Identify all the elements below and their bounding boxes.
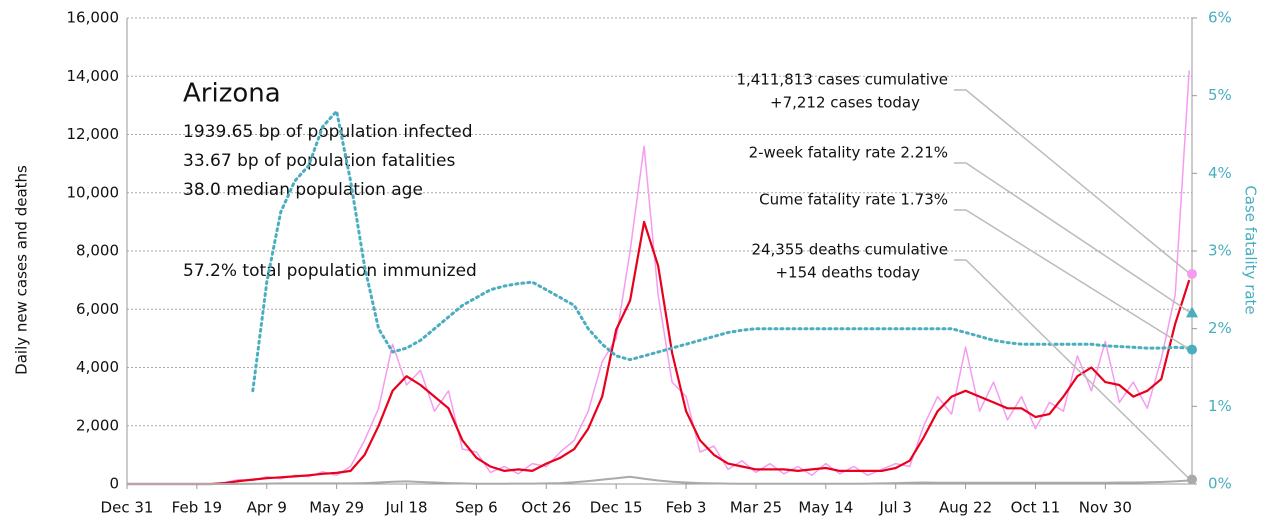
- x-tick-label: Oct 26: [521, 499, 571, 517]
- y2-tick-label: 5%: [1208, 86, 1232, 104]
- x-tick-label: May 14: [798, 499, 853, 517]
- annotation-text: Cume fatality rate 1.73%: [759, 191, 948, 209]
- series-line: [127, 475, 1190, 485]
- x-tick-label: May 29: [309, 499, 364, 517]
- annotation-text: 1,411,813 cases cumulative: [736, 71, 948, 89]
- x-tick-label: Jul 18: [385, 499, 428, 517]
- annotation-text: +7,212 cases today: [770, 94, 920, 112]
- x-tick-label: Oct 11: [1011, 499, 1061, 517]
- x-tick-label: Sep 6: [455, 499, 498, 517]
- series-line: [251, 109, 1191, 393]
- annotation-text: 24,355 deaths cumulative: [751, 241, 948, 259]
- y-tick-label: 16,000: [67, 9, 120, 27]
- end-marker: [1187, 474, 1197, 485]
- leader-line: [954, 89, 1191, 275]
- chart-title: Arizona: [183, 79, 281, 109]
- y-tick-label: 0: [109, 475, 119, 493]
- x-tick-label: Apr 9: [247, 499, 287, 517]
- y2-tick-label: 2%: [1208, 319, 1232, 337]
- leader-line: [954, 162, 1191, 313]
- leader-line: [954, 209, 1191, 351]
- x-tick-label: Mar 25: [730, 499, 782, 517]
- y-tick-label: 6,000: [76, 300, 119, 318]
- end-marker: [1186, 306, 1198, 318]
- x-tick-label: Nov 30: [1079, 499, 1132, 517]
- info-line: 57.2% total population immunized: [183, 261, 477, 281]
- y-tick-label: 12,000: [67, 125, 120, 143]
- x-tick-label: Jul 3: [878, 499, 911, 517]
- y2-tick-label: 4%: [1208, 164, 1232, 182]
- x-tick-label: Dec 15: [590, 499, 643, 517]
- y-axis-label: Daily new cases and deaths: [13, 165, 31, 375]
- end-marker: [1187, 344, 1197, 355]
- info-line: 33.67 bp of population fatalities: [183, 151, 455, 171]
- annotation-text: +154 deaths today: [775, 264, 920, 282]
- leader-line: [954, 259, 1191, 481]
- info-line: 38.0 median population age: [183, 180, 423, 200]
- series-line: [127, 220, 1191, 486]
- y2-axis-label: Case fatality rate: [1242, 185, 1260, 314]
- y2-tick-label: 0%: [1208, 475, 1232, 493]
- x-tick-label: Dec 31: [101, 499, 154, 517]
- x-tick-label: Aug 22: [939, 499, 992, 517]
- y-tick-label: 14,000: [67, 67, 120, 85]
- x-tick-label: Feb 3: [666, 499, 707, 517]
- annotation-text: 2-week fatality rate 2.21%: [749, 144, 948, 162]
- x-tick-label: Feb 19: [172, 499, 222, 517]
- y-tick-label: 8,000: [76, 242, 119, 260]
- y2-tick-label: 3%: [1208, 242, 1232, 260]
- end-marker: [1187, 268, 1197, 279]
- y-tick-label: 2,000: [76, 416, 119, 434]
- y-tick-label: 4,000: [76, 358, 119, 376]
- y2-tick-label: 6%: [1208, 9, 1232, 27]
- y-tick-label: 10,000: [67, 183, 120, 201]
- info-line: 1939.65 bp of population infected: [183, 122, 473, 142]
- y2-tick-label: 1%: [1208, 397, 1232, 415]
